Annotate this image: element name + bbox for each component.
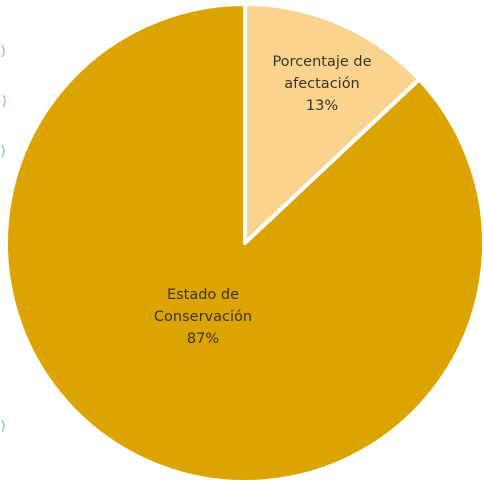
pie-labels: Porcentaje de afectación 13% Estado de Conse… <box>154 54 372 347</box>
pie-slice-0-label-line-1: afectación <box>284 76 360 92</box>
pie-slice-1-value-label: 87% <box>187 331 219 347</box>
pie-slice-1-label-line-1: Conservación <box>154 309 252 325</box>
edge-artifacts <box>1 44 6 433</box>
pie-slice-1-label-line-0: Estado de <box>167 287 239 303</box>
pie-slice-0 <box>243 2 422 245</box>
pie-slices <box>4 2 484 484</box>
pie-slice-0-value-label: 13% <box>306 98 338 114</box>
pie-slice-0-label-line-0: Porcentaje de <box>272 54 371 70</box>
pie-slice-1 <box>4 2 484 484</box>
